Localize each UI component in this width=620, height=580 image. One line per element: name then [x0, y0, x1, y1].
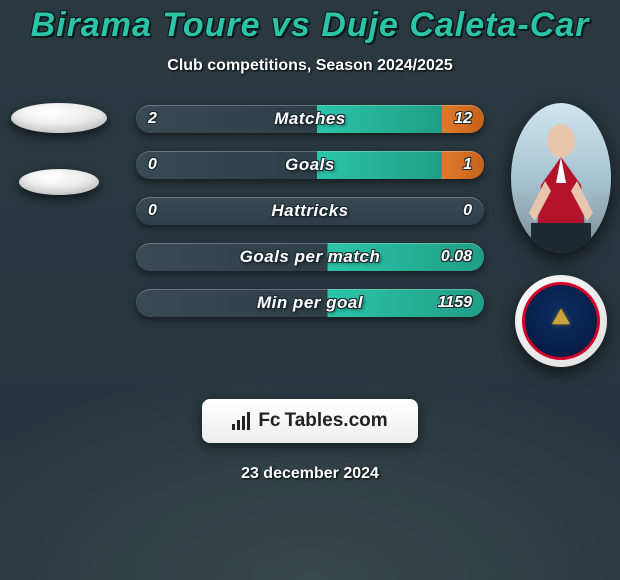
- stat-bar: 2 Matches 12: [136, 105, 484, 133]
- brand-badge[interactable]: FcTables.com: [202, 399, 418, 443]
- right-player-avatar: [511, 103, 611, 253]
- stat-bars: 2 Matches 12 0 Goals 1 0 Hattricks 0 Goals per ma…: [136, 105, 484, 317]
- stat-bar: Goals per match 0.08: [136, 243, 484, 271]
- club-ring-text: [528, 288, 594, 354]
- stat-label: Min per goal: [257, 293, 363, 313]
- brand-logo-icon: [232, 412, 250, 430]
- stat-value-right: 1: [451, 151, 484, 179]
- stat-value-right: 1159: [426, 289, 484, 317]
- brand-text-suffix: Tables.com: [285, 410, 388, 432]
- left-player-column: [4, 103, 114, 195]
- stat-label: Goals: [285, 155, 335, 175]
- stat-value-left: 0: [136, 197, 169, 225]
- left-player-avatar-placeholder: [11, 103, 107, 133]
- stat-value-right: 0.08: [429, 243, 484, 271]
- stat-bar: Min per goal 1159: [136, 289, 484, 317]
- stat-value-left: 0: [136, 151, 169, 179]
- player-silhouette-icon: [511, 103, 611, 253]
- right-club-badge: ⯅: [515, 275, 607, 367]
- page-title: Birama Toure vs Duje Caleta-Car: [0, 0, 620, 45]
- stat-value-left: [136, 289, 160, 317]
- date-text: 23 december 2024: [0, 465, 620, 483]
- stat-label: Goals per match: [240, 247, 381, 267]
- comparison-card: Birama Toure vs Duje Caleta-Car Club com…: [0, 0, 620, 580]
- stat-label: Matches: [274, 109, 346, 129]
- stat-value-right: 0: [451, 197, 484, 225]
- brand-text-prefix: Fc: [258, 410, 280, 432]
- right-player-column: ⯅: [506, 103, 616, 367]
- subtitle: Club competitions, Season 2024/2025: [0, 57, 620, 75]
- stat-bar: 0 Hattricks 0: [136, 197, 484, 225]
- stat-value-right: 12: [442, 105, 484, 133]
- stat-value-left: 2: [136, 105, 169, 133]
- stat-bar: 0 Goals 1: [136, 151, 484, 179]
- stats-arena: ⯅ 2Matches120Goals10Hattricks0Goals per …: [0, 103, 620, 363]
- stat-label: Hattricks: [271, 201, 348, 221]
- stat-value-left: [136, 243, 160, 271]
- left-club-badge-placeholder: [19, 169, 99, 195]
